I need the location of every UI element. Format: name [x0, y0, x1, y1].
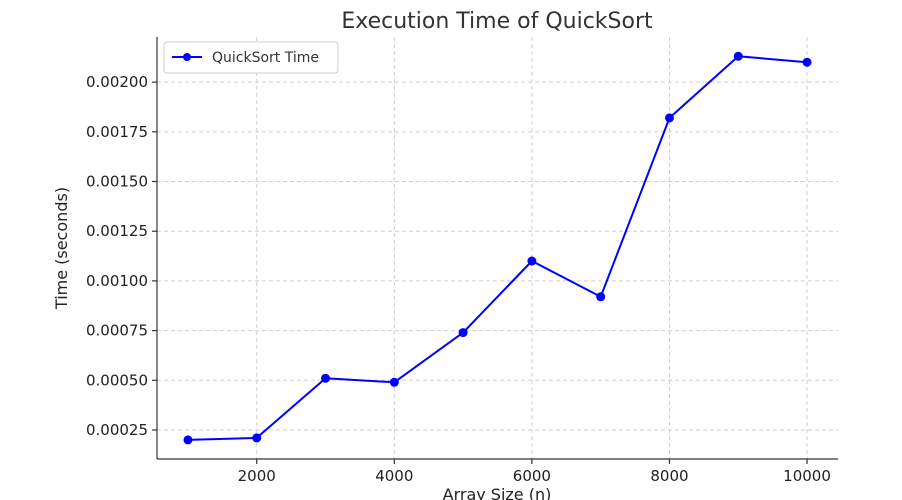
y-tick-label: 0.00150 [86, 173, 148, 191]
y-tick-label: 0.00100 [86, 272, 148, 290]
y-tick-label: 0.00175 [86, 123, 148, 141]
y-tick-label: 0.00125 [86, 222, 148, 240]
data-point [664, 113, 674, 123]
data-point [733, 51, 743, 61]
legend: QuickSort Time [163, 41, 339, 74]
data-point [596, 292, 606, 302]
x-tick-label: 6000 [513, 467, 551, 485]
legend-marker-swatch [183, 53, 191, 61]
data-point [321, 373, 331, 383]
data-point [527, 256, 537, 266]
x-tick-label: 8000 [650, 467, 688, 485]
x-axis-ticks: 2000 4000 6000 8000 10000 [238, 459, 831, 485]
data-point [183, 435, 193, 445]
y-tick-label: 0.00050 [86, 371, 148, 389]
x-tick-label: 10000 [783, 467, 831, 485]
y-axis-ticks: 0.00025 0.00050 0.00075 0.00100 0.00125 0.001… [86, 73, 157, 439]
plot-background [157, 37, 838, 459]
y-tick-label: 0.00075 [86, 322, 148, 340]
grid [157, 37, 838, 459]
y-tick-label: 0.00200 [86, 73, 148, 91]
x-tick-label: 2000 [238, 467, 276, 485]
data-point [389, 377, 399, 387]
x-tick-label: 4000 [375, 467, 413, 485]
series-layer [183, 51, 812, 445]
data-point [252, 433, 262, 443]
data-point [458, 328, 468, 338]
data-point [802, 57, 812, 67]
legend-label: QuickSort Time [212, 50, 319, 66]
x-axis-title: Array Size (n) [443, 485, 552, 500]
series-line [187, 55, 808, 441]
y-axis-title: Time (seconds) [52, 187, 71, 310]
y-tick-label: 0.00025 [86, 421, 148, 439]
legend-box [163, 41, 339, 74]
chart-title: Execution Time of QuickSort [341, 9, 653, 34]
